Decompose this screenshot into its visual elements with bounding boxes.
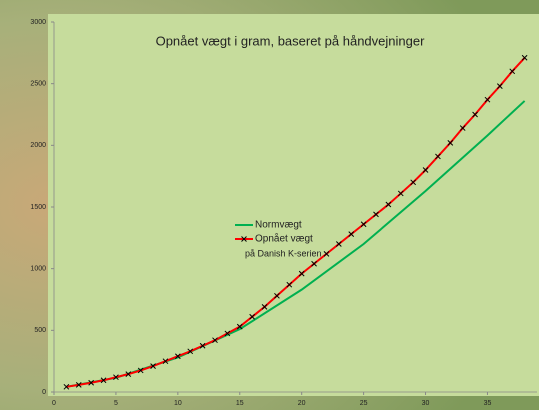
marker (496, 83, 503, 89)
y-tick-label: 1000 (30, 266, 46, 273)
marker (472, 111, 478, 118)
marker (100, 377, 107, 384)
marker (484, 96, 491, 103)
x-tick-label: 25 (360, 400, 368, 407)
y-tick-label: 2500 (30, 81, 46, 88)
marker (137, 367, 144, 374)
marker (249, 313, 256, 320)
marker (286, 281, 293, 288)
marker (63, 383, 70, 390)
marker (298, 270, 305, 277)
marker (410, 179, 417, 186)
marker (360, 221, 367, 228)
marker (422, 167, 429, 173)
plot-area (48, 14, 539, 396)
marker (261, 304, 268, 310)
marker (509, 68, 516, 75)
x-tick-label: 5 (114, 400, 118, 407)
marker (162, 358, 169, 365)
marker (435, 153, 441, 160)
marker (212, 337, 218, 344)
marker (88, 379, 95, 386)
marker (373, 211, 379, 218)
x-tick-label: 35 (484, 400, 492, 407)
x-tick-label: 0 (52, 400, 56, 407)
y-tick-label: 3000 (30, 19, 46, 26)
y-tick-label: 500 (34, 327, 46, 334)
marker (236, 323, 243, 330)
marker (521, 54, 528, 61)
legend-label: Opnået vægt (255, 233, 313, 245)
marker (75, 381, 82, 388)
x-tick-label: 15 (236, 400, 244, 407)
legend-marker (241, 236, 247, 242)
marker (459, 125, 466, 131)
marker (199, 342, 206, 349)
x-tick-label: 10 (174, 400, 182, 407)
marker (397, 190, 404, 197)
chart-title: Opnået vægt i gram, baseret på håndvejni… (156, 33, 426, 48)
marker (323, 251, 330, 257)
marker (125, 371, 132, 377)
y-tick-label: 0 (42, 389, 46, 396)
x-tick-label: 30 (422, 400, 430, 407)
marker (385, 201, 392, 208)
legend-label: Normvægt (255, 220, 302, 231)
x-tick-label: 20 (298, 400, 306, 407)
marker (447, 140, 454, 146)
marker (174, 353, 181, 360)
marker (311, 260, 317, 267)
y-tick-label: 1500 (30, 204, 46, 211)
y-tick-label: 2000 (30, 142, 46, 149)
marker (348, 231, 355, 237)
marker (335, 241, 342, 247)
marker (224, 330, 231, 337)
marker (187, 348, 194, 355)
marker (150, 363, 156, 369)
marker (274, 292, 280, 299)
annotation: på Danish K-serien (245, 248, 322, 258)
marker (113, 374, 119, 381)
